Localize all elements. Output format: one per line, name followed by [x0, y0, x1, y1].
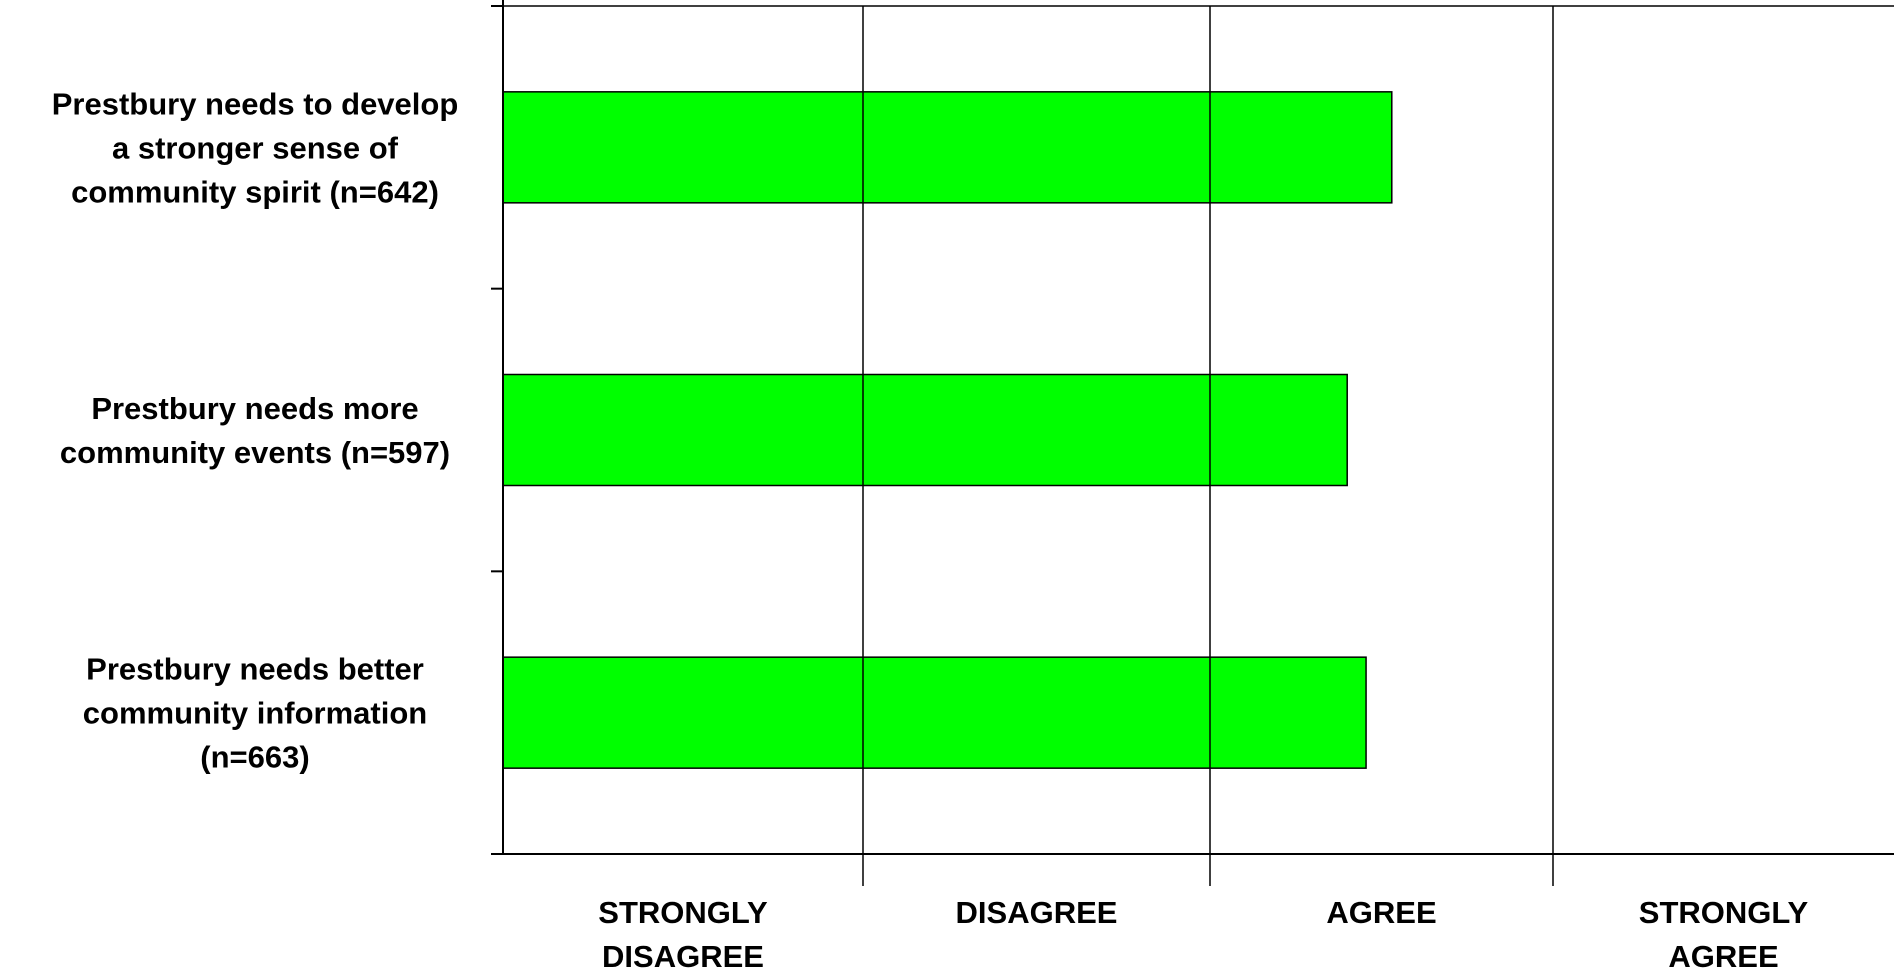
- labels: Prestbury needs to develop a stronger sen…: [52, 86, 1809, 974]
- x-tick-label: AGREE: [1668, 939, 1778, 971]
- x-tick-label: DISAGREE: [602, 939, 764, 971]
- axes: [491, 0, 1894, 855]
- category-label: community spirit (n=642): [71, 174, 439, 209]
- x-tick-label: STRONGLY: [1639, 895, 1809, 930]
- category-label: (n=663): [200, 740, 309, 775]
- category-label: Prestbury needs better: [86, 652, 424, 687]
- bar: [502, 373, 1348, 487]
- bar: [502, 656, 1367, 769]
- category-label: community information: [83, 696, 427, 731]
- x-tick-label: DISAGREE: [956, 895, 1118, 930]
- bars: [502, 91, 1393, 769]
- bar: [502, 91, 1393, 204]
- x-tick-label: STRONGLY: [598, 895, 768, 930]
- category-label: Prestbury needs to develop: [52, 86, 459, 121]
- category-label: a stronger sense of: [112, 130, 399, 165]
- category-label: community events (n=597): [60, 435, 450, 470]
- category-label: Prestbury needs more: [91, 391, 418, 426]
- x-tick-label: AGREE: [1326, 895, 1436, 930]
